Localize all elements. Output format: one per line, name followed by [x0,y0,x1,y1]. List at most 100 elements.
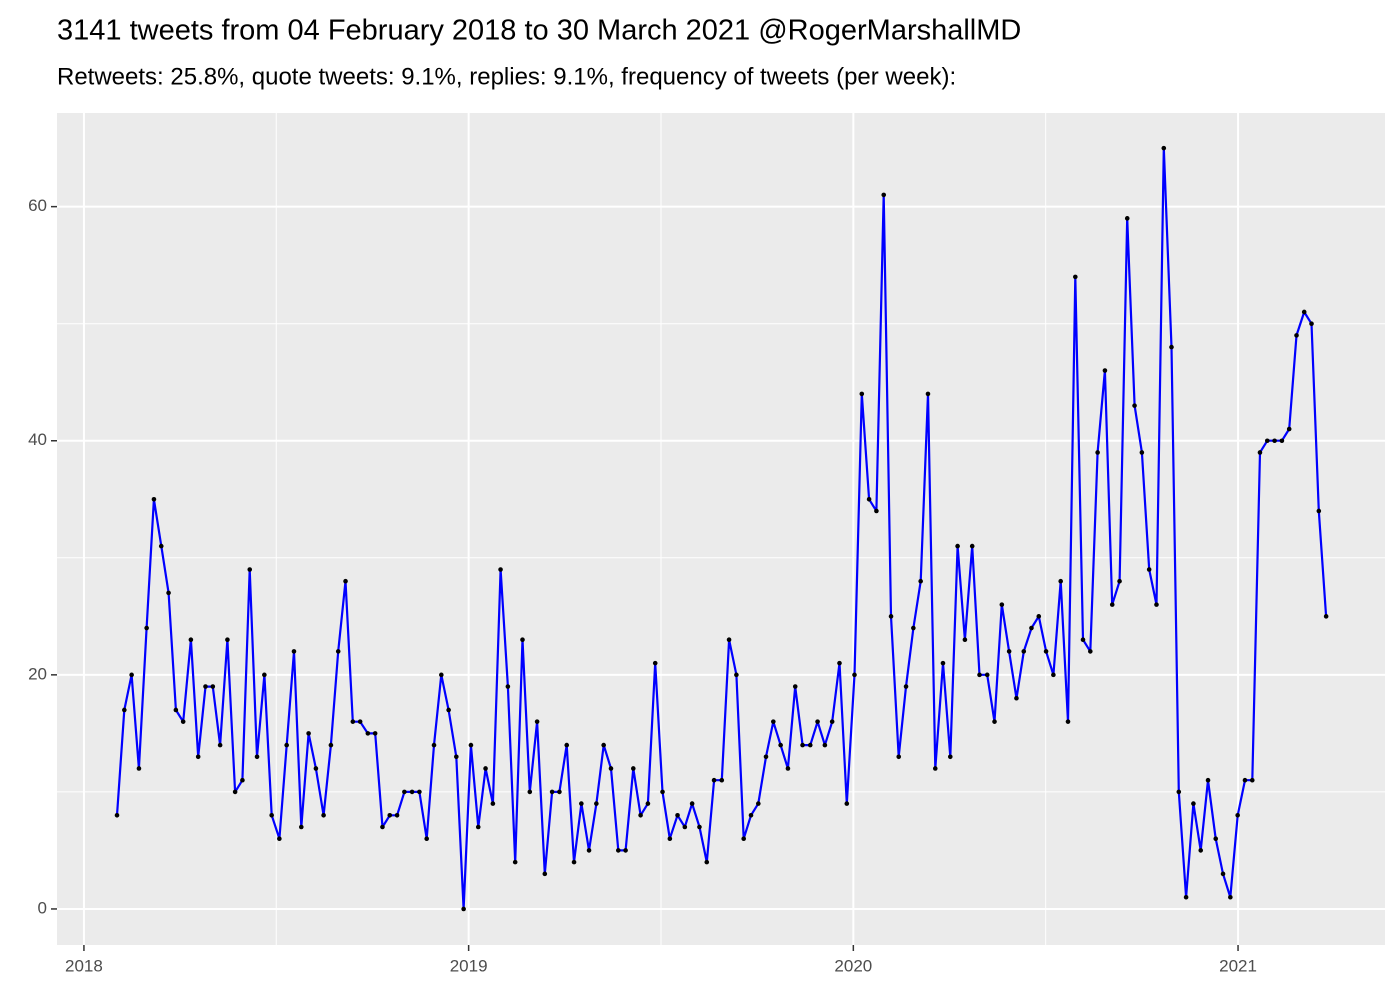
data-point [1117,578,1122,584]
data-point [675,813,680,818]
data-point [417,789,422,795]
data-point [1102,368,1108,373]
data-point [1316,508,1322,514]
data-point [1029,625,1034,631]
data-point [298,824,304,830]
data-point [365,731,371,736]
data-point [1323,614,1329,619]
data-point [380,824,385,830]
data-point [918,578,923,584]
data-point [969,543,975,549]
data-point [704,859,710,865]
data-point [188,637,194,643]
data-point [1191,801,1196,806]
y-tick-label: 20 [28,664,47,683]
data-point [114,813,120,818]
data-point [1132,403,1137,408]
data-point [829,719,835,724]
data-point [689,801,695,806]
data-point [763,754,769,760]
data-point [402,789,407,795]
data-point [1176,789,1182,795]
data-point [1109,602,1115,607]
data-point [711,777,717,783]
data-point [645,801,651,806]
data-point [446,707,451,713]
data-point [822,742,828,748]
data-point [1051,672,1056,678]
data-point [195,754,201,760]
data-point [321,813,326,818]
data-point [475,824,481,830]
data-point [1014,695,1019,701]
data-point [623,848,628,853]
data-point [601,742,606,748]
data-point [372,731,378,736]
data-point [667,836,673,842]
data-point [579,801,584,806]
data-point [1228,894,1233,900]
data-point [1169,344,1174,350]
data-point [1124,216,1130,221]
data-point [984,672,990,678]
data-point [608,766,614,771]
chart-title: 3141 tweets from 04 February 2018 to 30 … [57,15,1021,47]
data-point [1198,848,1204,853]
data-point [940,660,946,666]
data-point [977,672,982,678]
data-point [1242,777,1248,783]
data-point [409,789,415,795]
data-point [999,602,1005,607]
data-point [932,766,938,771]
data-point [697,824,702,830]
data-point [483,766,488,771]
data-point [1183,894,1189,900]
data-point [859,391,865,397]
data-point [1161,145,1167,151]
data-point [1220,871,1226,877]
data-point [291,649,297,654]
data-point [277,836,282,842]
data-point [549,789,555,795]
data-point [1006,649,1012,654]
y-tick-label: 40 [28,430,47,449]
data-point [203,684,208,689]
data-point [800,742,805,748]
data-point [122,707,127,713]
data-point [888,614,894,619]
data-point [815,719,820,724]
data-point [144,625,149,631]
data-point [1065,719,1071,724]
data-point [1095,450,1100,455]
data-point [180,719,186,724]
data-point [262,672,267,678]
data-point [284,742,289,748]
data-point [240,777,245,783]
data-point [1146,567,1152,572]
x-tick-label: 2019 [450,956,488,975]
data-point [210,684,216,689]
data-point [874,508,879,514]
data-point [306,731,311,736]
data-point [734,672,739,678]
data-point [387,813,393,818]
data-point [357,719,363,724]
data-point [254,754,260,760]
data-point [807,742,813,748]
data-point [1235,813,1240,818]
data-point [461,906,466,912]
data-point [1088,649,1093,654]
x-tick-label: 2018 [65,956,103,975]
data-point [158,543,164,549]
data-point [785,766,791,771]
data-point [844,801,850,806]
data-point [896,754,902,760]
data-point [527,789,533,795]
data-point [726,637,732,643]
chart-subtitle: Retweets: 25.8%, quote tweets: 9.1%, rep… [57,63,956,90]
data-point [962,637,968,643]
data-point [394,813,400,818]
data-point [955,543,960,549]
data-point [136,766,142,771]
data-point [947,754,953,760]
